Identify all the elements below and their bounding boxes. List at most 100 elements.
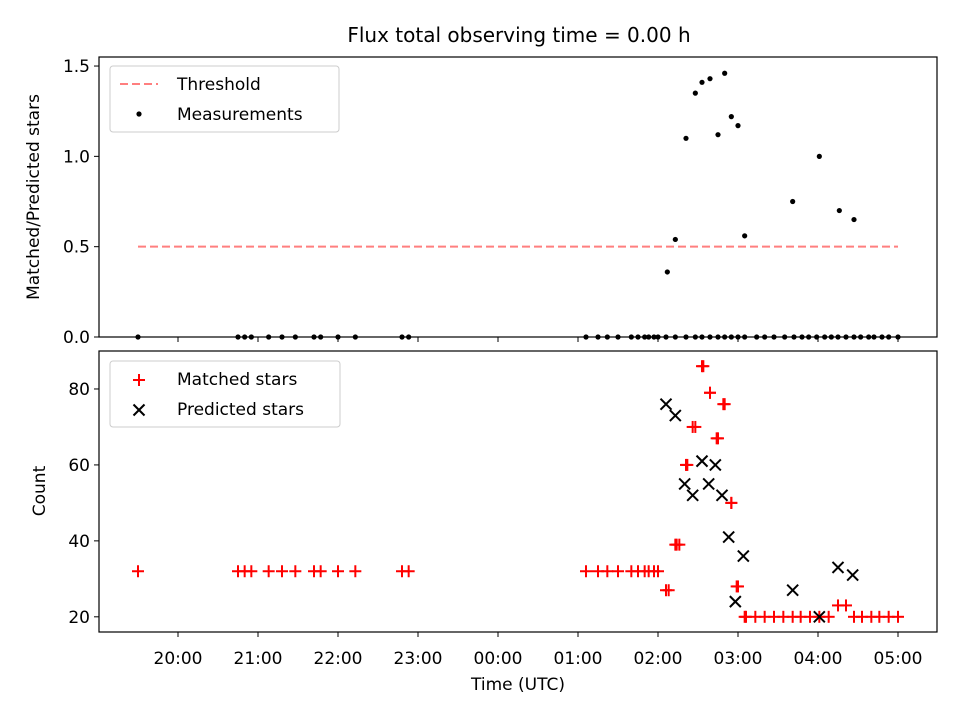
matched-star-point	[276, 565, 288, 578]
x-axis-label: Time (UTC)	[470, 675, 565, 695]
predicted-star-point	[846, 568, 859, 582]
matched-star-point	[717, 398, 730, 411]
measurement-point	[707, 76, 713, 82]
matched-star-point	[673, 538, 686, 551]
measurement-point	[728, 114, 734, 120]
matched-star-point	[822, 610, 835, 623]
bottom-y-tick-label: 40	[68, 532, 90, 552]
x-tick-label: 02:00	[634, 649, 683, 669]
predicted-star-point	[702, 477, 715, 491]
top-y-tick-label: 0.0	[63, 328, 90, 348]
top-y-tick-label: 0.5	[63, 238, 90, 258]
top-y-axis-label: Matched/Predicted stars	[24, 94, 44, 300]
x-tick-label: 20:00	[154, 649, 203, 669]
measurement-point	[672, 236, 678, 243]
bottom-y-tick-label: 60	[68, 456, 90, 476]
measurement-point	[790, 198, 796, 205]
matched-star-point	[697, 360, 710, 373]
top-y-tick-label: 1.5	[63, 57, 90, 77]
measurement-point	[816, 153, 822, 159]
matched-star-point	[840, 599, 852, 612]
x-tick-label: 04:00	[794, 649, 843, 669]
matched-star-point	[892, 610, 904, 623]
matched-star-point	[332, 565, 344, 578]
predicted-star-point	[813, 610, 826, 624]
measurement-point	[664, 269, 670, 275]
measurement-point	[692, 90, 698, 96]
x-tick-label: 05:00	[874, 649, 923, 669]
predicted-star-point	[686, 489, 699, 502]
bottom-y-tick-label: 80	[68, 380, 90, 400]
matched-star-point	[314, 565, 327, 578]
measurement-point	[742, 233, 748, 239]
predicted-star-point	[722, 530, 735, 544]
bottom-legend-box	[109, 360, 341, 428]
matched-star-point	[662, 584, 675, 597]
bottom-y-axis: 20 40 60 80	[68, 380, 99, 628]
x-tick-label: 21:00	[234, 649, 283, 669]
measurement-point	[735, 123, 741, 129]
matched-star-point	[612, 565, 624, 578]
predicted-star-point	[659, 397, 673, 411]
matched-star-point	[704, 386, 716, 399]
matched-star-point	[132, 565, 144, 578]
matched-star-point	[289, 565, 302, 578]
top-panel: 0.0 0.5 1.0 1.5 Matched/Predicted stars Thr…	[24, 56, 938, 348]
x-tick-label: 03:00	[714, 649, 763, 669]
predicted-star-point	[715, 489, 729, 502]
matched-star-point	[245, 565, 258, 578]
top-y-tick-label: 1.0	[63, 147, 90, 167]
x-tick-label: 00:00	[474, 649, 523, 669]
x-tick-label: 23:00	[394, 649, 443, 669]
matched-star-point	[710, 432, 723, 445]
bottom-legend: Matched stars Predicted stars	[109, 360, 341, 428]
matched-star-point	[262, 565, 275, 578]
bottom-plot-area	[132, 360, 904, 624]
predicted-star-point	[831, 561, 845, 574]
top-axes-frame	[98, 56, 938, 338]
matched-star-point	[725, 496, 738, 509]
matched-star-point	[652, 565, 664, 578]
matched-star-point	[580, 565, 592, 578]
matched-star-point	[402, 565, 415, 578]
top-legend: Threshold Measurements	[109, 65, 340, 133]
matched-stars-legend-marker	[133, 374, 145, 386]
bottom-axes-frame	[98, 350, 938, 633]
measurement-point	[851, 216, 857, 223]
x-tick-label: 01:00	[554, 649, 603, 669]
x-axis: 20:00 21:00 22:00 23:00 00:00 01:00 02:00 03:00…	[154, 337, 923, 669]
predicted-stars-legend-marker	[132, 403, 146, 417]
predicted-star-point	[669, 409, 682, 422]
x-tick-label: 22:00	[314, 649, 363, 669]
matched-star-point	[601, 565, 614, 578]
predicted-star-point	[709, 458, 722, 472]
top-y-axis: 0.0 0.5 1.0 1.5	[63, 57, 99, 348]
matched-stars-legend-label: Matched stars	[177, 370, 297, 390]
measurement-point	[836, 207, 842, 214]
bottom-panel: 20 40 60 80 20:00 21:00 22:00 23:00 00:00 01:00 0…	[30, 337, 938, 695]
matched-star-point	[686, 420, 699, 433]
matched-stars-legend-swatch	[133, 374, 145, 386]
predicted-stars-legend-swatch	[132, 403, 146, 417]
predicted-star-point	[729, 595, 742, 608]
measurements-legend-label: Measurements	[177, 105, 303, 125]
measurement-point	[699, 79, 705, 85]
bottom-y-axis-label: Count	[30, 465, 50, 516]
threshold-legend-label: Threshold	[176, 75, 261, 95]
predicted-stars-legend-label: Predicted stars	[177, 400, 304, 420]
measurements-legend-swatch	[136, 111, 142, 117]
measurement-point	[722, 70, 728, 76]
matched-star-point	[349, 565, 362, 578]
matched-star-point	[681, 458, 694, 471]
matched-star-point	[730, 580, 743, 593]
measurement-point	[683, 135, 689, 141]
predicted-star-point	[786, 584, 799, 597]
chart-title: Flux total observing time = 0.00 h	[347, 23, 690, 47]
bottom-y-tick-label: 20	[68, 608, 90, 628]
top-legend-box	[109, 65, 340, 133]
measurement-point	[715, 132, 721, 138]
predicted-star-point	[678, 477, 691, 491]
predicted-star-point	[737, 549, 750, 563]
predicted-star-point	[695, 454, 709, 468]
